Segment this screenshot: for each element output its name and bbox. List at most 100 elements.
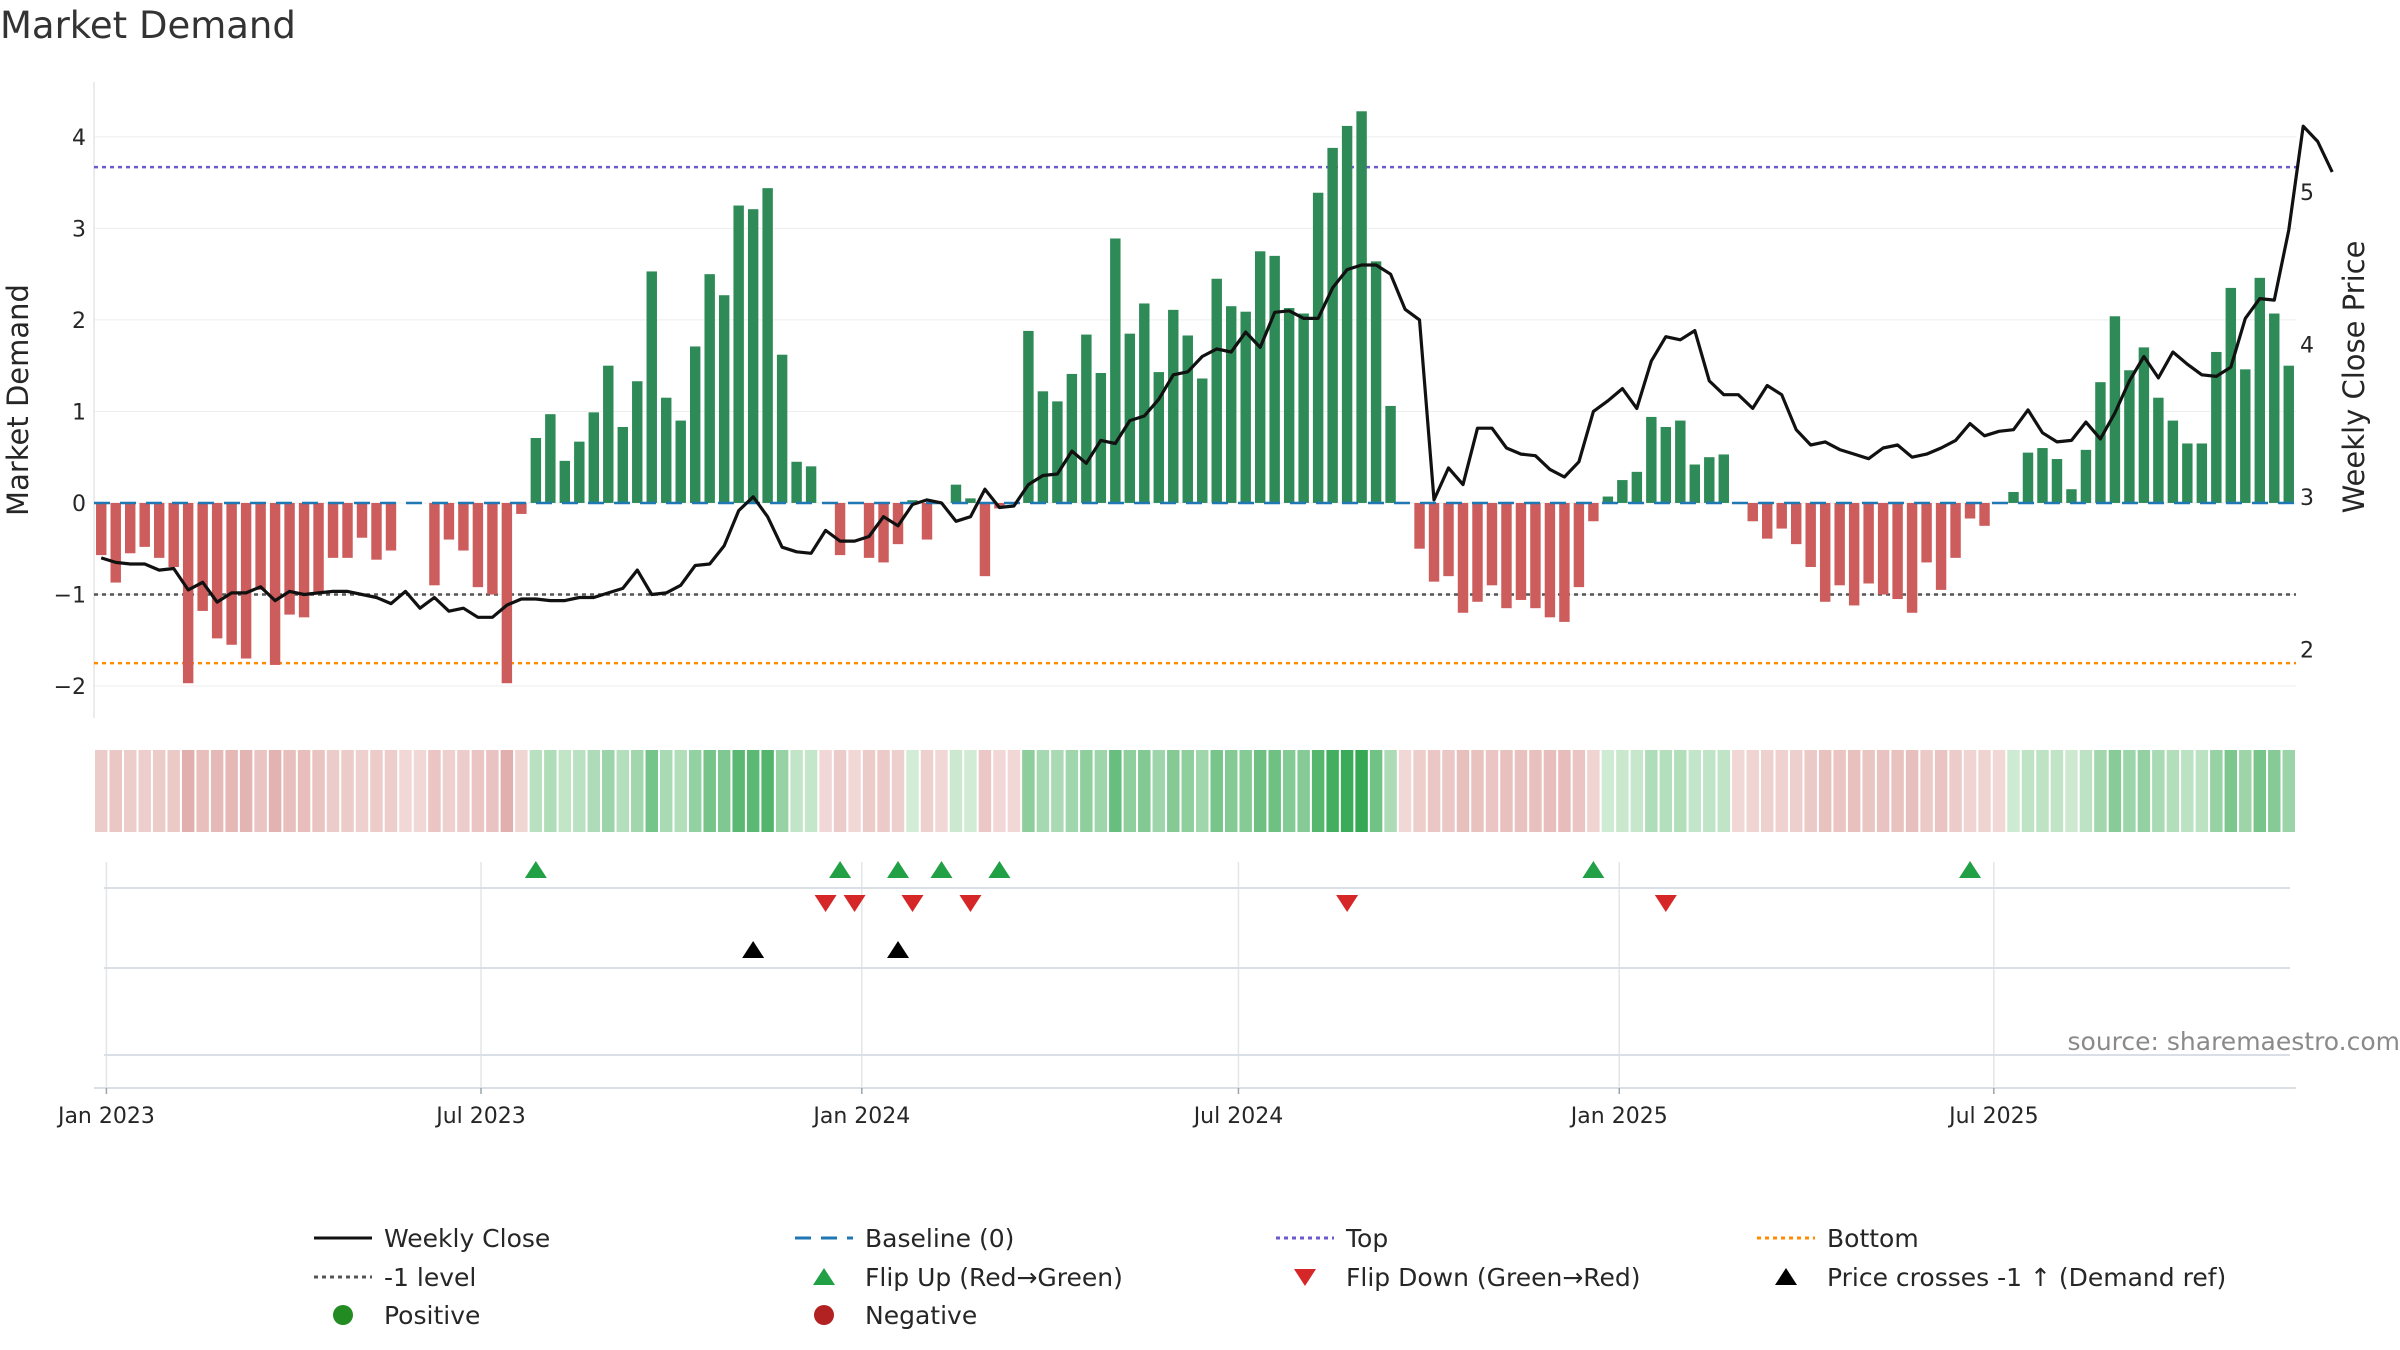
positive-bar — [1110, 238, 1121, 503]
negative-bar — [472, 502, 484, 588]
heat-cell — [1138, 750, 1151, 832]
heat-cell — [2181, 750, 2194, 832]
positive-bar — [2196, 443, 2208, 503]
legend-triangle-up-icon — [813, 1268, 835, 1285]
positive-bar — [2022, 452, 2034, 503]
legend-item: -1 level — [314, 1263, 476, 1292]
heat-cell — [717, 750, 731, 832]
heat-cell — [1818, 750, 1832, 832]
legend-item: Baseline (0) — [795, 1224, 1014, 1253]
positive-bar — [747, 209, 759, 503]
negative-bar — [1515, 502, 1527, 600]
demand-heat-strip — [95, 750, 2295, 832]
heat-cell — [428, 750, 441, 832]
heat-cell — [573, 750, 586, 832]
legend-item: Flip Up (Red→Green) — [813, 1263, 1123, 1292]
positive-bar — [1139, 303, 1150, 503]
heat-cell — [297, 750, 311, 832]
heat-cell — [1601, 750, 1615, 832]
heat-cell — [196, 750, 209, 832]
heat-cell — [1905, 750, 1919, 832]
heat-cell — [1833, 750, 1846, 832]
x-tick-label: Jan 2023 — [56, 1104, 155, 1129]
heat-cell — [978, 750, 992, 832]
heat-cell — [1804, 750, 1817, 832]
legend-dot-icon — [814, 1305, 834, 1325]
positive-bar — [661, 397, 672, 503]
positive-bar — [559, 460, 571, 503]
heat-cell — [1862, 750, 1875, 832]
heat-cell — [1080, 750, 1093, 832]
negative-bar — [139, 502, 150, 547]
positive-bar — [950, 484, 962, 503]
heat-cell — [399, 750, 412, 832]
heat-cell — [660, 750, 673, 832]
flip-up-marker — [930, 861, 953, 878]
heat-cell — [790, 750, 803, 832]
negative-bar — [516, 502, 527, 514]
negative-bar — [1935, 502, 1947, 590]
heat-cell — [906, 750, 919, 832]
positive-bar — [617, 426, 628, 503]
legend-item: Bottom — [1757, 1224, 1919, 1253]
negative-bar — [385, 502, 397, 551]
positive-bar — [1211, 278, 1222, 503]
heat-cell — [964, 750, 977, 832]
flip-down-marker — [959, 895, 982, 912]
heat-cell — [1876, 750, 1890, 832]
y-tick-label: 1 — [72, 400, 86, 425]
legend-label: Baseline (0) — [865, 1224, 1014, 1253]
positive-bar — [2066, 489, 2077, 503]
heat-cell — [1456, 750, 1470, 832]
heat-cell — [2123, 750, 2136, 832]
heat-cell — [239, 750, 253, 832]
heat-cell — [2065, 750, 2078, 832]
positive-bar — [1037, 391, 1049, 503]
positive-bar — [1660, 426, 1672, 503]
heat-cell — [529, 750, 543, 832]
negative-bar — [1486, 502, 1498, 586]
heat-cell — [1355, 750, 1368, 832]
heat-cell — [1413, 750, 1426, 832]
positive-bar — [1197, 378, 1208, 503]
heat-cell — [341, 750, 354, 832]
y-tick-label: 0 — [72, 492, 86, 517]
heat-cell — [2210, 750, 2223, 832]
heat-cell — [2137, 750, 2151, 832]
right-y-tick-label: 5 — [2300, 181, 2314, 206]
positive-bar — [1283, 308, 1295, 503]
negative-bar — [487, 502, 498, 595]
heat-cell — [1340, 750, 1354, 832]
positive-bar — [1254, 251, 1266, 503]
heat-cell — [1485, 750, 1499, 832]
positive-bar — [907, 500, 918, 503]
legend-item: Negative — [814, 1301, 977, 1330]
heat-cell — [2021, 750, 2035, 832]
negative-bar — [501, 502, 513, 684]
heat-cell — [109, 750, 122, 832]
negative-bar — [125, 502, 136, 554]
heat-cell — [283, 750, 296, 832]
heat-cell — [2079, 750, 2093, 832]
legend-label: -1 level — [384, 1263, 476, 1292]
heat-cell — [819, 750, 832, 832]
flip-down-marker — [901, 895, 924, 912]
negative-bar — [327, 502, 339, 558]
positive-bar — [2037, 448, 2048, 503]
heat-cell — [152, 750, 166, 832]
negative-bar — [96, 502, 107, 556]
heat-cell — [993, 750, 1006, 832]
heat-cell — [2007, 750, 2020, 832]
negative-bar — [1588, 502, 1599, 522]
heat-cell — [2195, 750, 2209, 832]
flip-down-marker — [1336, 895, 1359, 912]
price-cross-marker — [742, 941, 765, 958]
heat-cell — [355, 750, 369, 832]
heat-cell — [1732, 750, 1745, 832]
negative-bar — [429, 502, 440, 586]
heat-cell — [1963, 750, 1977, 832]
heat-cell — [1152, 750, 1166, 832]
flip-up-marker — [1582, 861, 1605, 878]
positive-bar — [2225, 287, 2237, 503]
negative-bar — [1776, 502, 1787, 529]
